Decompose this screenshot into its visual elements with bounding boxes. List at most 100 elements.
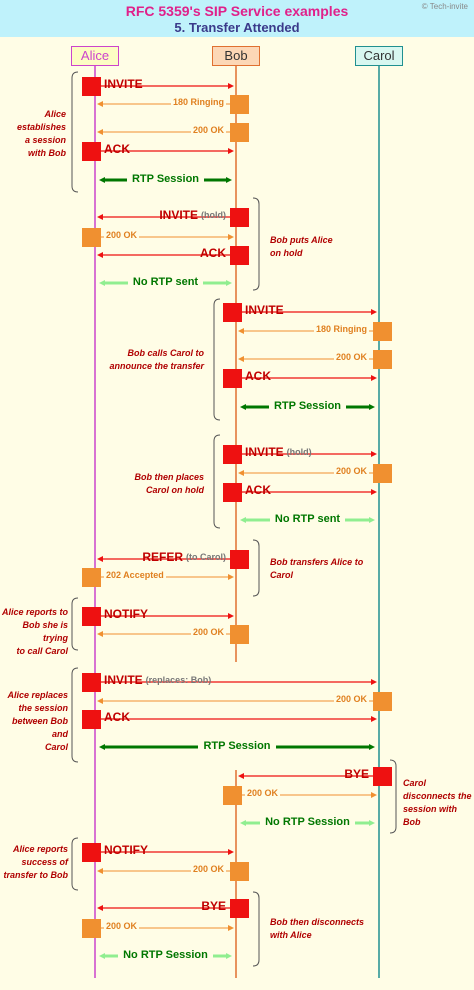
rtp-2-arrowhead-right — [226, 280, 232, 286]
step-9-number — [373, 322, 392, 341]
message-6-arrowhead — [228, 234, 234, 240]
rtp-7-arrowhead-right — [226, 953, 232, 959]
note-5-line: Bob transfers Alice to — [270, 557, 364, 567]
note-1: Alice establishes a session with Bob — [0, 108, 66, 160]
message-21-arrowhead — [371, 716, 377, 722]
message-19-qualifier: (replaces: Bob) — [145, 675, 212, 685]
note-10: Bob then disconnects with Alice — [270, 916, 370, 942]
message-2-label: 180 Ringing — [170, 97, 226, 107]
copyright: © Tech-invite — [421, 2, 468, 11]
note-6-line: Bob she is trying — [22, 620, 68, 643]
step-5-number — [230, 208, 249, 227]
rtp-1-arrowhead-left — [99, 177, 105, 183]
note-5: Bob transfers Alice to Carol — [270, 556, 370, 582]
message-10-label: 200 OK — [333, 352, 369, 362]
note-8-line: disconnects the — [403, 791, 472, 801]
message-13-label: 200 OK — [333, 466, 369, 476]
note-7: Alice replaces the session between Bob and… — [0, 689, 68, 754]
rtp-6-arrowhead-right — [369, 820, 375, 826]
note-9-line: Alice reports — [12, 844, 68, 854]
message-26-arrowhead — [97, 905, 103, 911]
rtp-5-arrowhead-left — [99, 744, 105, 750]
message-23-label: 200 OK — [245, 788, 281, 798]
message-16-label: 202 Accepted — [104, 570, 166, 580]
step-19-number — [82, 673, 101, 692]
message-8-arrowhead — [371, 309, 377, 315]
note-10-line: Bob then disconnects — [270, 917, 365, 927]
step-24-number — [82, 843, 101, 862]
step-16-number — [82, 568, 101, 587]
rtp-7-arrowhead-left — [99, 953, 105, 959]
message-3-label: 200 OK — [190, 125, 226, 135]
message-7-arrowhead — [97, 252, 103, 258]
note-2-line: on hold — [270, 248, 303, 258]
rtp-4-arrowhead-left — [240, 517, 246, 523]
step-13-number — [373, 464, 392, 483]
note-4-line: Carol on hold — [146, 485, 204, 495]
step-4-number — [82, 142, 101, 161]
message-5-qualifier: (hold) — [201, 210, 226, 220]
message-3-arrowhead — [97, 129, 103, 135]
rtp-6-label: No RTP Session — [260, 816, 355, 828]
note-9: Alice reports success of transfer to Bob — [0, 843, 68, 882]
bracket-4 — [213, 434, 221, 529]
note-3-line: Bob calls Carol to — [127, 348, 204, 358]
step-15-number — [230, 550, 249, 569]
message-12-qualifier: (hold) — [286, 447, 312, 457]
bracket-9 — [71, 837, 79, 891]
rtp-7-label: No RTP Session — [118, 949, 213, 961]
step-17-number — [82, 607, 101, 626]
message-4-label: ACK — [104, 142, 130, 156]
message-19-label: INVITE — [104, 673, 143, 687]
step-7-number — [230, 246, 249, 265]
note-8-line: session with Bob — [403, 804, 458, 827]
message-14-label: ACK — [245, 483, 271, 497]
message-19-arrowhead — [371, 679, 377, 685]
message-10-arrowhead — [238, 356, 244, 362]
step-14-number — [223, 483, 242, 502]
message-22-arrowhead — [238, 773, 244, 779]
message-8-label: INVITE — [245, 303, 284, 317]
note-4-line: Bob then places — [134, 472, 204, 482]
message-11-arrowhead — [371, 375, 377, 381]
bracket-7 — [71, 667, 79, 763]
message-25-arrowhead — [97, 868, 103, 874]
bracket-5 — [252, 539, 260, 597]
message-27-label: 200 OK — [104, 921, 140, 931]
rtp-4-label: No RTP sent — [269, 513, 346, 525]
diagram-subtitle: 5. Transfer Attended — [174, 20, 300, 35]
message-20-arrowhead — [97, 698, 103, 704]
step-1-number — [82, 77, 101, 96]
note-1-line: with Bob — [28, 148, 66, 158]
message-18-label: 200 OK — [190, 627, 226, 637]
note-1-line: Alice — [44, 109, 66, 119]
rtp-1-arrowhead-right — [226, 177, 232, 183]
message-16-arrowhead — [228, 574, 234, 580]
message-26-label: BYE — [201, 899, 226, 913]
note-7-line: between Bob and — [11, 716, 68, 739]
bracket-6 — [71, 597, 79, 651]
step-6-number — [82, 228, 101, 247]
step-10-number — [373, 350, 392, 369]
message-15-label: REFER — [142, 550, 183, 564]
message-21-label: ACK — [104, 710, 130, 724]
message-15-qualifier: (to Carol) — [186, 552, 226, 562]
message-11-label: ACK — [245, 369, 271, 383]
message-15-arrowhead — [97, 556, 103, 562]
note-6-line: Alice reports to — [1, 607, 68, 617]
note-3: Bob calls Carol to announce the transfer — [100, 347, 204, 373]
message-27-arrowhead — [228, 925, 234, 931]
step-25-number — [230, 862, 249, 881]
message-25-label: 200 OK — [190, 864, 226, 874]
step-3-number — [230, 123, 249, 142]
note-10-line: with Alice — [270, 930, 312, 940]
diagram-title: RFC 5359's SIP Service examples — [125, 3, 349, 19]
message-1-arrowhead — [228, 83, 234, 89]
message-13-arrowhead — [238, 470, 244, 476]
message-12-arrowhead — [371, 451, 377, 457]
message-7-label: ACK — [200, 246, 226, 260]
step-27-number — [82, 919, 101, 938]
bracket-1 — [71, 71, 79, 193]
message-23-arrowhead — [371, 792, 377, 798]
message-14-arrowhead — [371, 489, 377, 495]
